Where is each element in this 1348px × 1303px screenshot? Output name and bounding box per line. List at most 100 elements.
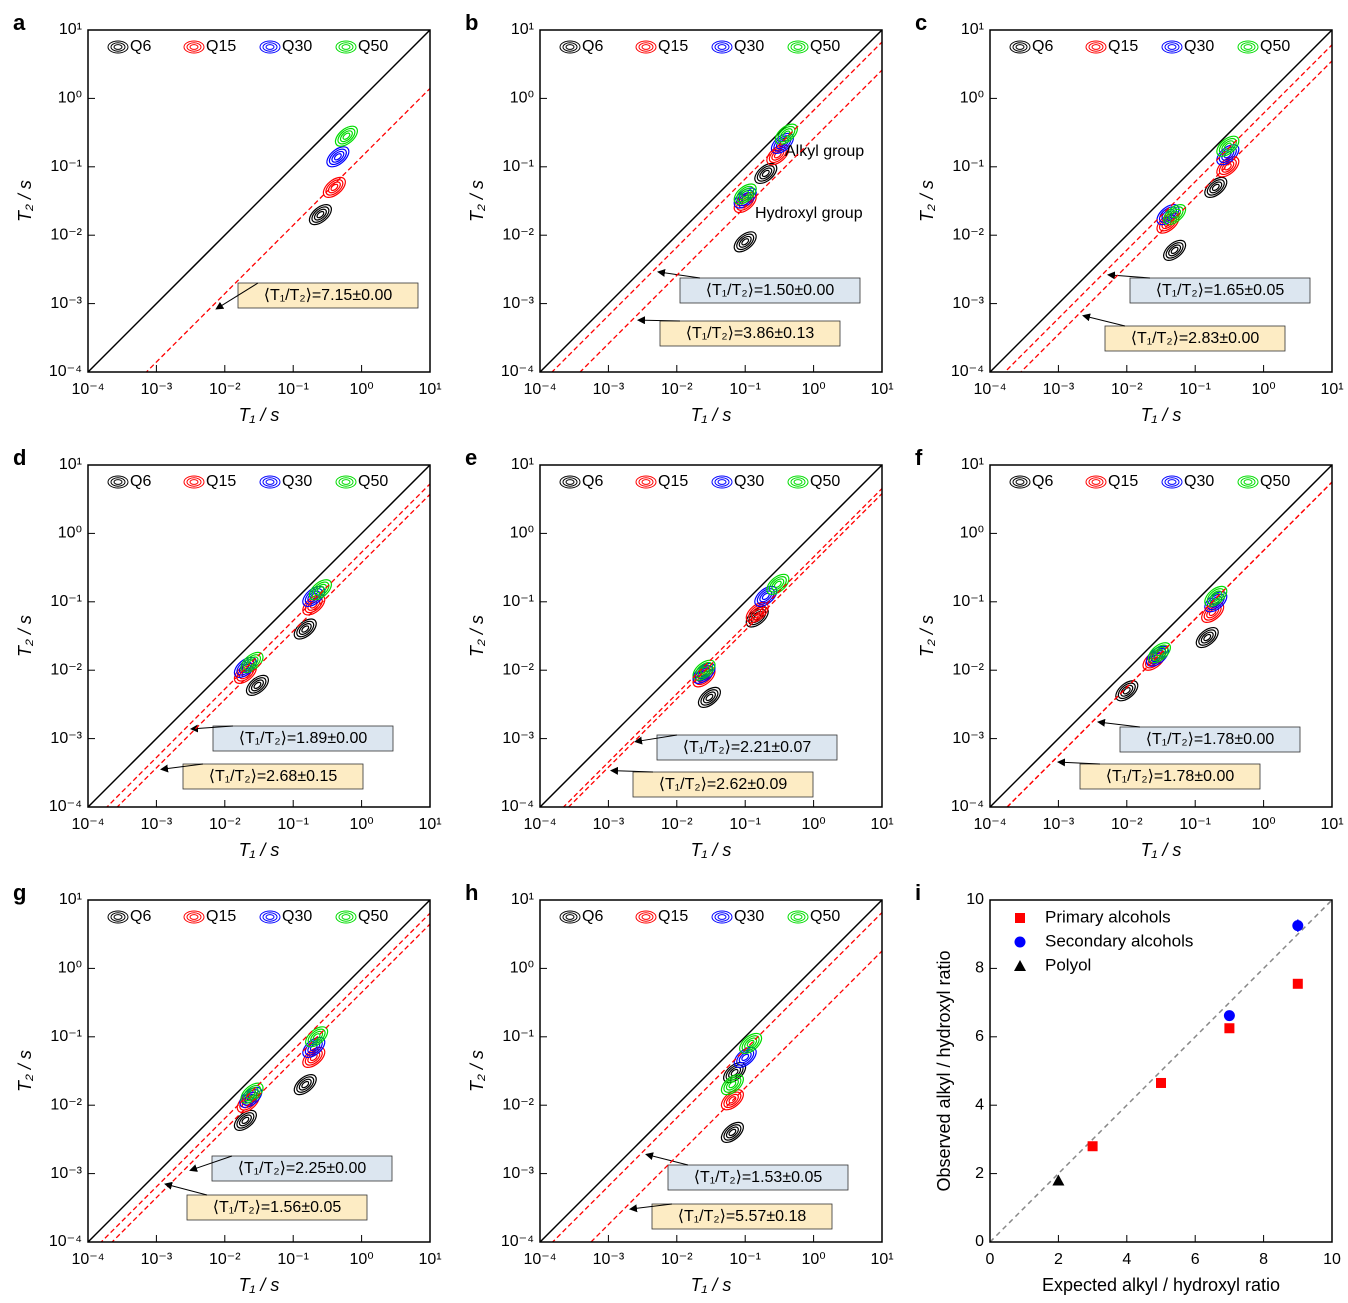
legend-icon xyxy=(190,480,198,485)
legend-label: Q15 xyxy=(206,908,236,925)
y-tick-label: 10⁻⁴ xyxy=(501,1233,534,1250)
y-tick-label: 2 xyxy=(975,1165,984,1182)
annotation-text: ⟨T₁/T₂⟩=7.15±0.00 xyxy=(264,287,393,304)
legend-icon xyxy=(1089,478,1103,486)
contour-ring xyxy=(323,177,345,198)
x-axis-label: T₁ / s xyxy=(691,840,732,860)
contour-ring xyxy=(309,204,331,225)
legend-icon xyxy=(190,45,198,50)
x-axis-label: T₁ / s xyxy=(1141,405,1182,425)
x-tick-label: 10⁻² xyxy=(209,1251,241,1268)
legend-label: Q30 xyxy=(282,908,312,925)
contour xyxy=(243,672,272,700)
panel-letter: g xyxy=(13,880,26,905)
annotation-text: ⟨T₁/T₂⟩=1.53±0.05 xyxy=(694,1169,823,1186)
legend-marker xyxy=(1015,937,1026,948)
contour xyxy=(299,1044,328,1072)
annotation-text: ⟨T₁/T₂⟩=2.83±0.00 xyxy=(1131,330,1260,347)
y-tick-label: 10⁰ xyxy=(960,90,984,107)
contour-ring xyxy=(751,583,780,611)
x-tick-label: 10¹ xyxy=(1320,816,1343,833)
legend-icon xyxy=(639,913,653,921)
legend-icon xyxy=(715,43,729,51)
legend-icon xyxy=(111,913,125,921)
x-tick-label: 10⁻⁴ xyxy=(523,1251,556,1268)
x-tick-label: 10¹ xyxy=(870,1251,893,1268)
legend-icon xyxy=(794,915,802,920)
panel-letter: b xyxy=(465,10,478,35)
ratio-line xyxy=(540,913,882,1255)
arrow xyxy=(166,1184,207,1195)
legend-icon xyxy=(791,478,805,486)
y-axis-label: T₂ / s xyxy=(467,615,487,657)
x-tick-label: 10⁻² xyxy=(661,1251,693,1268)
legend-label: Q15 xyxy=(206,473,236,490)
legend-icon xyxy=(563,43,577,51)
legend-icon xyxy=(718,45,726,50)
x-tick-label: 4 xyxy=(1122,1251,1131,1268)
legend-label: Q50 xyxy=(810,908,840,925)
y-tick-label: 10⁻¹ xyxy=(952,593,984,610)
legend-marker xyxy=(1015,913,1025,923)
x-tick-label: 10⁻³ xyxy=(593,816,625,833)
x-tick-label: 10⁰ xyxy=(801,816,825,833)
legend-label: Q50 xyxy=(1260,473,1290,490)
legend-icon xyxy=(791,913,805,921)
y-tick-label: 10⁻¹ xyxy=(50,158,82,175)
reference-line xyxy=(990,900,1332,1242)
legend-icon xyxy=(718,480,726,485)
x-tick-label: 10⁰ xyxy=(801,381,825,398)
x-tick-label: 10¹ xyxy=(870,381,893,398)
legend-icon xyxy=(1016,480,1024,485)
legend-label: Q50 xyxy=(358,908,388,925)
y-tick-label: 10¹ xyxy=(59,891,82,908)
x-tick-label: 10⁻¹ xyxy=(277,381,309,398)
legend-icon xyxy=(563,478,577,486)
x-tick-label: 10⁻⁴ xyxy=(973,381,1006,398)
legend-label: Q6 xyxy=(582,473,603,490)
y-tick-label: 10⁰ xyxy=(58,960,82,977)
x-tick-label: 10 xyxy=(1323,1251,1341,1268)
contour-ring xyxy=(1196,627,1218,648)
x-tick-label: 10⁰ xyxy=(349,1251,373,1268)
legend-label: Q15 xyxy=(1108,473,1138,490)
legend-icon xyxy=(794,45,802,50)
y-tick-label: 0 xyxy=(975,1233,984,1250)
y-tick-label: 10⁰ xyxy=(510,90,534,107)
legend-label: Primary alcohols xyxy=(1045,907,1171,926)
legend-icon xyxy=(563,913,577,921)
note: Alkyl group xyxy=(785,143,864,160)
legend-icon xyxy=(566,45,574,50)
legend-label: Polyol xyxy=(1045,955,1091,974)
x-tick-label: 10⁻⁴ xyxy=(71,1251,104,1268)
legend-icon xyxy=(639,43,653,51)
legend-label: Q30 xyxy=(734,38,764,55)
y-axis-label: T₂ / s xyxy=(467,180,487,222)
contour-ring xyxy=(1163,240,1185,261)
contour-ring xyxy=(320,174,349,202)
y-tick-label: 10¹ xyxy=(59,21,82,38)
legend-icon xyxy=(1241,43,1255,51)
y-tick-label: 10⁻² xyxy=(502,661,534,678)
x-axis-label: T₁ / s xyxy=(239,1275,280,1295)
x-tick-label: 10⁻³ xyxy=(593,381,625,398)
y-tick-label: 10⁻¹ xyxy=(502,158,534,175)
legend-label: Q15 xyxy=(658,908,688,925)
x-tick-label: 10⁻³ xyxy=(1043,381,1075,398)
legend-label: Q6 xyxy=(130,38,151,55)
legend-icon xyxy=(1092,480,1100,485)
arrow xyxy=(612,771,653,772)
x-tick-label: 10⁻⁴ xyxy=(523,381,556,398)
legend-icon xyxy=(266,480,274,485)
x-tick-label: 10⁻² xyxy=(1111,381,1143,398)
point xyxy=(1293,979,1303,989)
contour-ring xyxy=(323,143,352,171)
point xyxy=(1156,1078,1166,1088)
point xyxy=(1224,1010,1235,1021)
y-tick-label: 10⁰ xyxy=(510,960,534,977)
contour-ring xyxy=(734,231,756,252)
legend-icon xyxy=(1168,45,1176,50)
x-tick-label: 10⁰ xyxy=(1251,381,1275,398)
y-tick-label: 10⁻³ xyxy=(502,730,534,747)
ratio-line xyxy=(540,70,882,412)
